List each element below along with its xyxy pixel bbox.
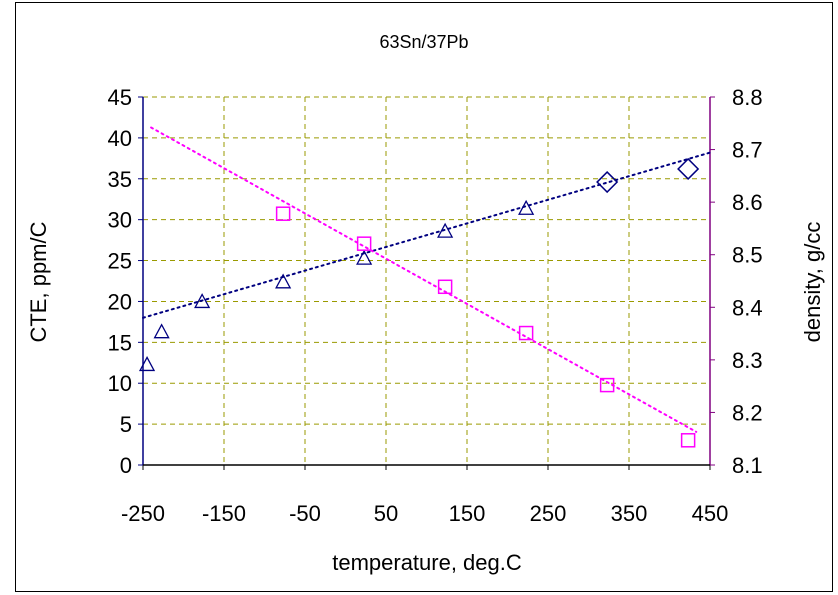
x-tick-label: -50 [289, 501, 321, 526]
left-y-tick-label: 25 [108, 249, 132, 274]
x-tick-labels: -250 -150 -50 50 150 250 350 450 [121, 465, 728, 526]
right-y-tick-label: 8.8 [732, 85, 763, 110]
left-y-tick-label: 45 [108, 85, 132, 110]
x-axis-title: temperature, deg.C [332, 550, 522, 575]
plot-area [142, 97, 711, 466]
chart-title: 63Sn/37Pb [379, 32, 468, 52]
left-y-tick-label: 20 [108, 289, 132, 314]
left-y-tick-label: 15 [108, 330, 132, 355]
triangle-marker [518, 199, 535, 215]
x-tick-label: -250 [121, 501, 165, 526]
trendlines [142, 126, 711, 433]
trendline-left [142, 151, 711, 319]
square-marker [518, 325, 534, 341]
left-y-tick-label: 5 [120, 412, 132, 437]
data-markers [138, 157, 700, 448]
trendline-right [150, 126, 698, 433]
diamond-marker [677, 157, 700, 181]
triangle-marker [356, 249, 373, 265]
triangle-marker [275, 273, 292, 289]
left-y-tick-label: 30 [108, 208, 132, 233]
right-y-tick-label: 8.6 [732, 190, 763, 215]
left-y-tick-labels: 0 5 10 15 20 25 30 35 40 45 [108, 85, 143, 478]
right-y-tick-label: 8.4 [732, 295, 763, 320]
x-tick-label: 150 [449, 501, 486, 526]
square-marker [275, 206, 291, 221]
left-y-tick-label: 0 [120, 453, 132, 478]
grid [143, 96, 710, 465]
x-tick-label: 50 [374, 501, 398, 526]
x-tick-label: 250 [530, 501, 567, 526]
square-marker [437, 279, 453, 295]
square-marker [680, 433, 696, 448]
x-tick-label: 450 [692, 501, 729, 526]
square-marker [599, 377, 615, 393]
square-marker [356, 236, 372, 251]
diamond-marker [596, 170, 619, 194]
right-y-tick-label: 8.1 [732, 453, 763, 478]
x-tick-label: 350 [611, 501, 648, 526]
right-y-axis-title: density, g/cc [800, 222, 825, 343]
right-y-tick-label: 8.7 [732, 138, 763, 163]
x-tick-label: -150 [202, 501, 246, 526]
right-y-tick-label: 8.2 [732, 400, 763, 425]
chart-frame [15, 2, 833, 592]
right-y-tick-label: 8.3 [732, 348, 763, 373]
left-y-tick-label: 40 [108, 126, 132, 151]
triangle-marker [437, 222, 454, 238]
triangle-marker [153, 323, 170, 339]
left-y-tick-label: 10 [108, 371, 132, 396]
right-y-tick-label: 8.5 [732, 243, 763, 268]
right-y-tick-labels: 8.1 8.2 8.3 8.4 8.5 8.6 8.7 8.8 [710, 85, 763, 478]
left-y-axis-title: CTE, ppm/C [26, 221, 51, 342]
triangle-marker [138, 356, 156, 372]
triangle-marker [194, 293, 211, 309]
left-y-tick-label: 35 [108, 167, 132, 192]
